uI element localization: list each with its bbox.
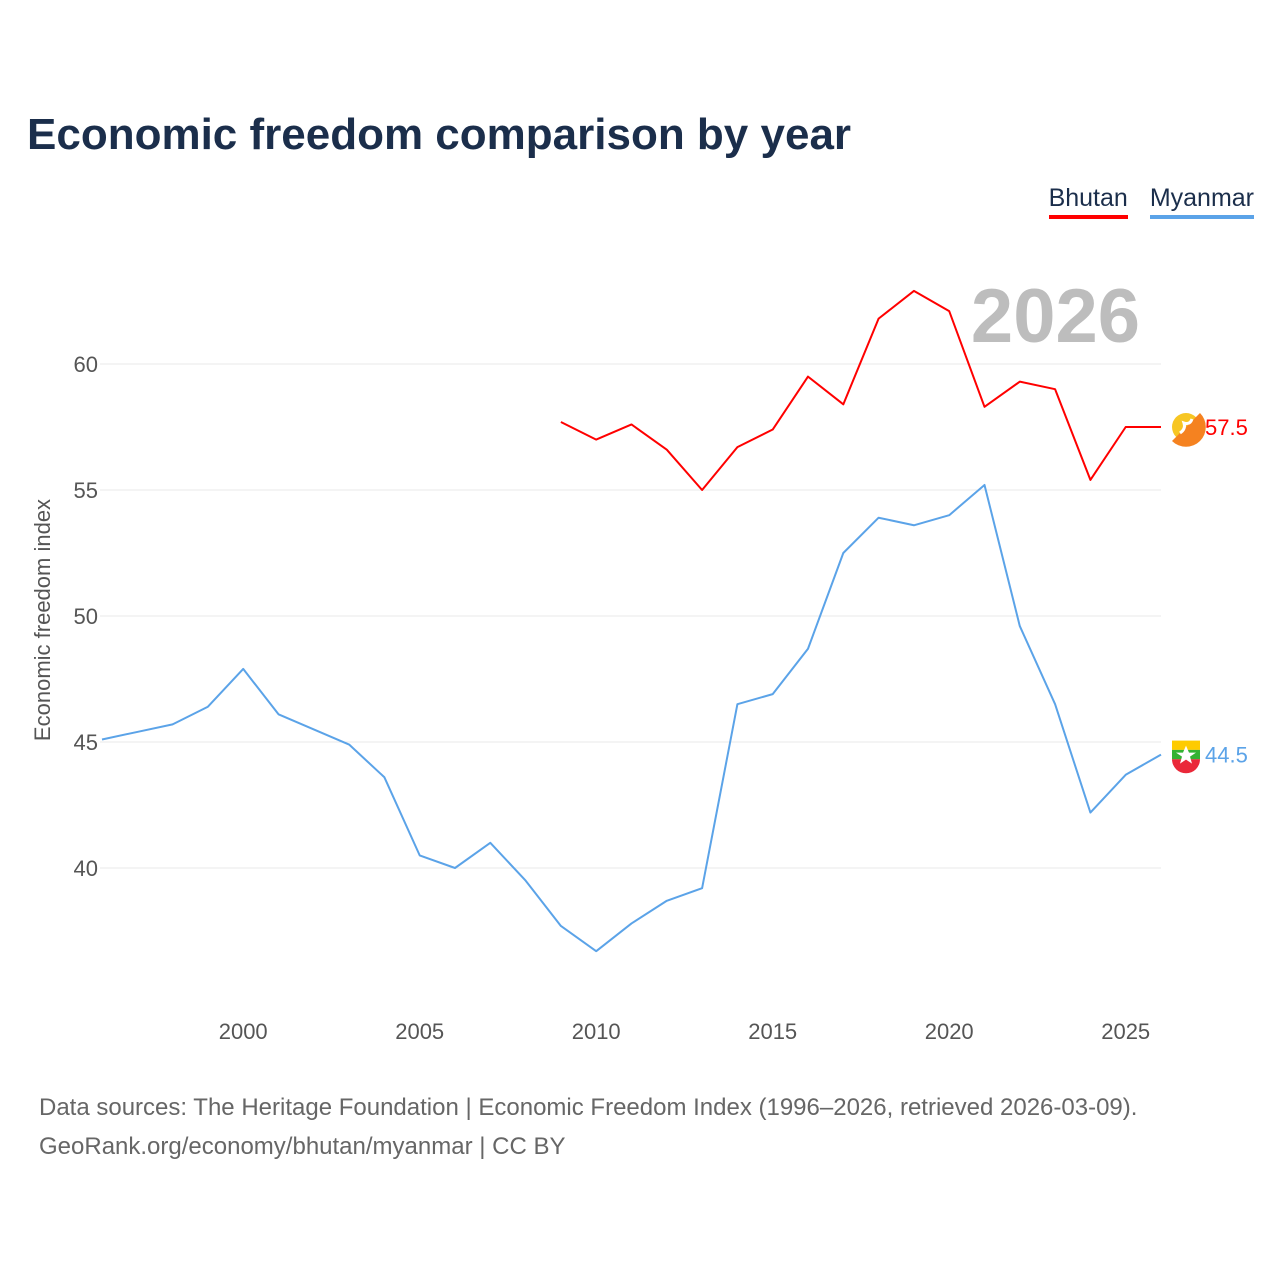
myanmar-flag-icon <box>1172 740 1200 750</box>
myanmar-star <box>1176 745 1196 764</box>
x-tick-label: 2015 <box>748 1019 797 1044</box>
y-tick-label: 50 <box>74 604 98 629</box>
footer: Data sources: The Heritage Foundation | … <box>39 1088 1137 1166</box>
y-tick-label: 55 <box>74 478 98 503</box>
y-tick-label: 45 <box>74 730 98 755</box>
y-tick-label: 60 <box>74 352 98 377</box>
bhutan-dragon <box>1179 418 1194 435</box>
y-axis-label: Economic freedom index <box>30 499 55 741</box>
watermark-year: 2026 <box>971 274 1140 359</box>
x-tick-label: 2005 <box>395 1019 444 1044</box>
x-tick-label: 2000 <box>219 1019 268 1044</box>
legend-myanmar[interactable]: Myanmar <box>1149 184 1254 219</box>
x-tick-label: 2020 <box>925 1019 974 1044</box>
end-value-label: 44.5 <box>1205 743 1248 768</box>
legend: Bhutan Myanmar <box>1048 184 1254 219</box>
series-line-bhutan <box>560 289 1161 491</box>
myanmar-flag-red <box>1172 759 1200 774</box>
end-value-label: 57.5 <box>1205 415 1248 440</box>
x-tick-label: 2010 <box>572 1019 621 1044</box>
chart-title: Economic freedom comparison by year <box>27 110 852 159</box>
line-chart: 2026 40 45 50 55 60 2000 2005 2010 2015 2020 2025 Ec… <box>30 274 1248 1044</box>
y-tick-label: 40 <box>74 856 98 881</box>
source-link[interactable]: GeoRank.org/economy/bhutan/myanmar | CC … <box>39 1133 566 1160</box>
source-text: Data sources: The Heritage Foundation | … <box>39 1094 1138 1121</box>
bhutan-flag-half <box>1172 413 1206 447</box>
series-line-myanmar <box>101 483 1162 953</box>
x-tick-label: 2025 <box>1101 1019 1150 1044</box>
legend-bhutan[interactable]: Bhutan <box>1048 184 1128 219</box>
